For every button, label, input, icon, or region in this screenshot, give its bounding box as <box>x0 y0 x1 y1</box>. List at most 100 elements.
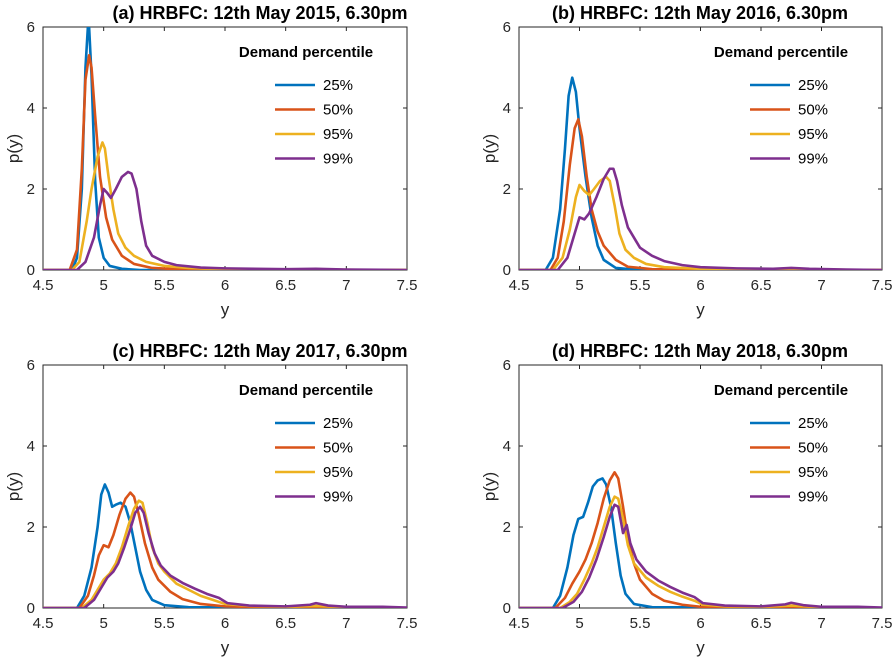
panel-d-xlabel: y <box>696 638 705 657</box>
panel-c-ytick-label: 4 <box>27 438 35 455</box>
panel-a-ylabel: p(y) <box>4 134 23 163</box>
panel-a: (a) HRBFC: 12th May 2015, 6.30pm 4.5 5 5.5… <box>4 3 417 319</box>
panel-b-legend-label: 25% <box>798 77 828 94</box>
panel-a-legend-title: Demand percentile <box>239 44 373 61</box>
panel-b-xtick-label: 6.5 <box>751 277 772 294</box>
panel-d-legend-label: 99% <box>798 489 828 506</box>
panel-a-xtick-label: 7 <box>342 277 350 294</box>
panel-d-axes-box <box>518 364 883 609</box>
panel-c-xtick-label: 4.5 <box>33 615 54 632</box>
panel-b-xtick-label: 7.5 <box>872 277 893 294</box>
panel-a-xtick-label: 7.5 <box>397 277 418 294</box>
panel-b-xtick-label: 5.5 <box>630 277 651 294</box>
panel-d-title: (d) HRBFC: 12th May 2018, 6.30pm <box>552 341 848 361</box>
panel-b-ylabel: p(y) <box>480 134 499 163</box>
panel-a-xtick-label: 6.5 <box>275 277 296 294</box>
panel-b-ytick-label: 0 <box>503 262 511 279</box>
panel-c-xlabel: y <box>221 638 230 657</box>
panel-a-series-50pct-line <box>43 54 407 270</box>
panel-d-series-25pct-line <box>519 477 882 608</box>
panel-d-legend-label: 95% <box>798 464 828 481</box>
panel-c-legend-label: 25% <box>323 415 353 432</box>
panel-d-series-99pct-line <box>519 503 882 608</box>
panel-d-xtick-label: 7 <box>817 615 825 632</box>
panel-b-xlabel: y <box>696 300 705 319</box>
panel-a-ytick-label: 0 <box>27 262 35 279</box>
panel-a-title: (a) HRBFC: 12th May 2015, 6.30pm <box>112 3 407 23</box>
panel-d-xtick-label: 4.5 <box>509 615 530 632</box>
panel-a-xtick-label: 6 <box>221 277 229 294</box>
panel-a-xlabel: y <box>221 300 230 319</box>
panel-b-series-group <box>519 76 882 270</box>
panel-c-xtick-label: 7.5 <box>397 615 418 632</box>
panel-b-legend-label: 95% <box>798 126 828 143</box>
panel-a-ytick-label: 6 <box>27 19 35 36</box>
panel-d-legend-title: Demand percentile <box>714 382 848 399</box>
panel-d-ytick-label: 0 <box>503 600 511 617</box>
panel-c-series-50pct-line <box>43 491 407 608</box>
panel-c-ytick-label: 2 <box>27 519 35 536</box>
panel-b-legend-title: Demand percentile <box>714 44 848 61</box>
panel-d-ylabel: p(y) <box>480 472 499 501</box>
panel-a-legend-label: 50% <box>323 102 353 119</box>
panel-a-legend-label: 99% <box>323 151 353 168</box>
panel-c-series-25pct-line <box>43 483 407 608</box>
panel-d-plot: 4.5 5 5.5 6 6.5 7 7.5 0 2 4 6 y p(y) Demand percentil… <box>480 357 892 657</box>
panel-d-xtick-label: 5 <box>575 615 583 632</box>
panel-c-xtick-label: 7 <box>342 615 350 632</box>
panel-c-series-99pct-line <box>43 505 407 608</box>
panel-b-ytick-label: 6 <box>503 19 511 36</box>
panel-c-title: (c) HRBFC: 12th May 2017, 6.30pm <box>112 341 407 361</box>
panel-a-legend-label: 25% <box>323 77 353 94</box>
panel-c-ytick-label: 0 <box>27 600 35 617</box>
panel-c-legend-label: 95% <box>323 464 353 481</box>
panel-b-series-25pct-line <box>519 76 882 270</box>
panel-c-legend-label: 99% <box>323 489 353 506</box>
panel-b: (b) HRBFC: 12th May 2016, 6.30pm 4.5 5 5.5… <box>480 3 892 319</box>
panel-c-xtick-label: 6.5 <box>275 615 296 632</box>
panel-a-ytick-label: 4 <box>27 100 35 117</box>
panel-b-legend-label: 99% <box>798 151 828 168</box>
panel-b-xtick-label: 6 <box>696 277 704 294</box>
panel-a-xtick-label: 4.5 <box>33 277 54 294</box>
panel-a-legend-label: 95% <box>323 126 353 143</box>
panel-d-legend-label: 25% <box>798 415 828 432</box>
panel-d-series-group <box>519 471 882 608</box>
panel-d-xtick-label: 5.5 <box>630 615 651 632</box>
panel-c: (c) HRBFC: 12th May 2017, 6.30pm 4.5 5 5.5… <box>4 341 417 657</box>
panel-a-series-group <box>43 27 407 270</box>
panel-c-legend-label: 50% <box>323 440 353 457</box>
panel-b-xtick-label: 5 <box>575 277 583 294</box>
panel-b-xtick-label: 4.5 <box>509 277 530 294</box>
panel-c-xtick-label: 6 <box>221 615 229 632</box>
panel-b-title: (b) HRBFC: 12th May 2016, 6.30pm <box>552 3 848 23</box>
panel-c-xtick-label: 5 <box>99 615 107 632</box>
panel-b-series-95pct-line <box>519 175 882 270</box>
panel-b-legend-label: 50% <box>798 102 828 119</box>
panel-c-legend-title: Demand percentile <box>239 382 373 399</box>
panel-c-axes-box <box>42 364 408 609</box>
panel-b-xtick-label: 7 <box>817 277 825 294</box>
panel-d-xtick-label: 7.5 <box>872 615 893 632</box>
panel-c-ytick-label: 6 <box>27 357 35 374</box>
panel-a-xtick-label: 5.5 <box>154 277 175 294</box>
panel-d-ytick-label: 6 <box>503 357 511 374</box>
panel-b-ytick-label: 2 <box>503 181 511 198</box>
panel-d-series-50pct-line <box>519 471 882 608</box>
panel-d-ytick-label: 2 <box>503 519 511 536</box>
panel-d-xtick-label: 6.5 <box>751 615 772 632</box>
panel-d-series-95pct-line <box>519 495 882 608</box>
panel-a-ytick-label: 2 <box>27 181 35 198</box>
panel-b-plot: 4.5 5 5.5 6 6.5 7 7.5 0 2 4 6 y p(y) Demand percentil… <box>480 19 892 319</box>
panel-d-xtick-label: 6 <box>696 615 704 632</box>
panel-d-ytick-label: 4 <box>503 438 511 455</box>
panel-d: (d) HRBFC: 12th May 2018, 6.30pm 4.5 5 5.5… <box>480 341 892 657</box>
panel-a-xtick-label: 5 <box>99 277 107 294</box>
panel-b-series-50pct-line <box>519 118 882 270</box>
panel-a-series-99pct-line <box>43 170 407 270</box>
panel-c-series-group <box>43 483 407 608</box>
panel-c-xtick-label: 5.5 <box>154 615 175 632</box>
panel-d-legend-label: 50% <box>798 440 828 457</box>
panel-c-plot: 4.5 5 5.5 6 6.5 7 7.5 0 2 4 6 y p(y) Demand percentil… <box>4 357 417 657</box>
